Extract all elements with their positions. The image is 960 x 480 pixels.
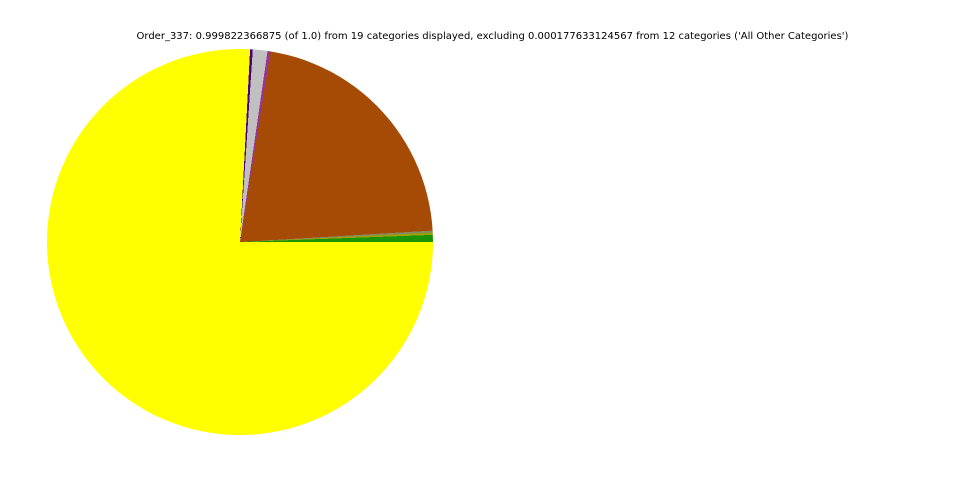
chart-title: Order_337: 0.999822366875 (of 1.0) from … [136,31,849,42]
pie-chart [47,49,433,435]
